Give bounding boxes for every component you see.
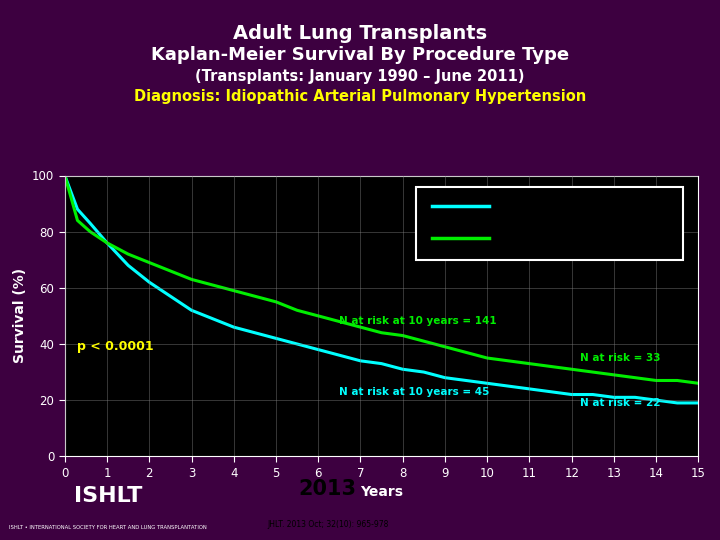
Text: (Transplants: January 1990 – June 2011): (Transplants: January 1990 – June 2011)	[195, 69, 525, 84]
Text: N at risk at 10 years = 141: N at risk at 10 years = 141	[339, 316, 497, 326]
Text: ISHLT: ISHLT	[74, 487, 142, 507]
Text: N at risk = 22: N at risk = 22	[580, 398, 661, 408]
Text: ISHLT • INTERNATIONAL SOCIETY FOR HEART AND LUNG TRANSPLANTATION: ISHLT • INTERNATIONAL SOCIETY FOR HEART …	[9, 525, 207, 530]
Text: p < 0.0001: p < 0.0001	[78, 340, 154, 353]
Text: Adult Lung Transplants: Adult Lung Transplants	[233, 24, 487, 43]
Text: N at risk = 33: N at risk = 33	[580, 353, 661, 363]
Y-axis label: Survival (%): Survival (%)	[12, 268, 27, 363]
Bar	[416, 187, 683, 260]
Text: Kaplan-Meier Survival By Procedure Type: Kaplan-Meier Survival By Procedure Type	[151, 46, 569, 64]
Text: JHLT. 2013 Oct; 32(10): 965-978: JHLT. 2013 Oct; 32(10): 965-978	[267, 521, 388, 529]
Text: 2013: 2013	[299, 478, 356, 499]
X-axis label: Years: Years	[360, 485, 403, 500]
Text: N at risk at 10 years = 45: N at risk at 10 years = 45	[339, 387, 490, 396]
Text: Diagnosis: Idiopathic Arterial Pulmonary Hypertension: Diagnosis: Idiopathic Arterial Pulmonary…	[134, 89, 586, 104]
